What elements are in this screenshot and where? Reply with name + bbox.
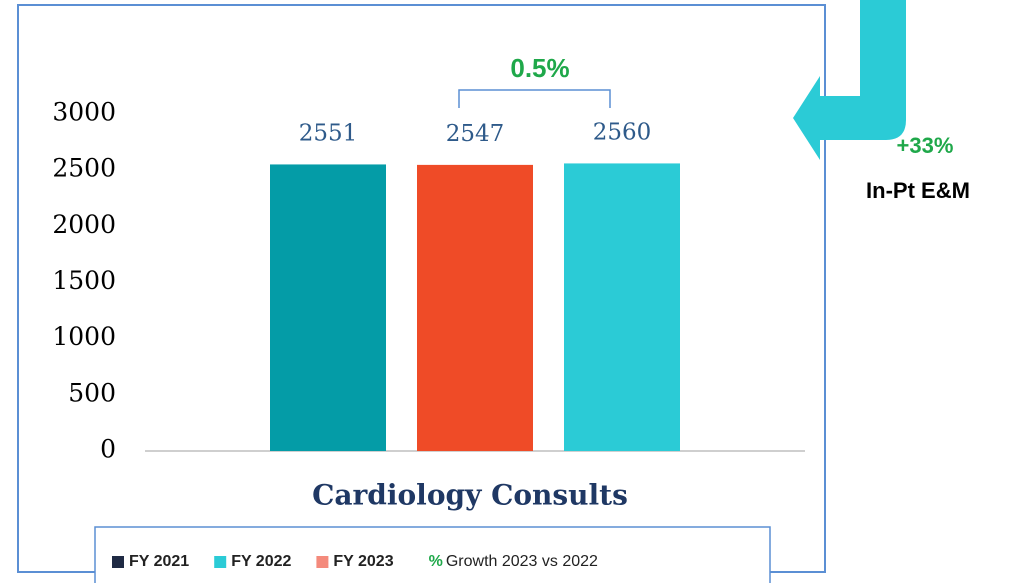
y-tick-label: 2000 (52, 210, 116, 239)
y-tick-label: 1500 (52, 266, 116, 295)
side-label: In-Pt E&M (866, 178, 970, 203)
y-tick-label: 3000 (52, 98, 116, 127)
y-tick-label: 2500 (52, 154, 116, 183)
legend-swatch (112, 556, 124, 568)
legend-box (94, 526, 771, 583)
y-tick-label: 500 (68, 378, 116, 407)
value-label: 2551 (299, 120, 358, 146)
value-label: 2560 (593, 119, 652, 145)
side-growth: +33% (897, 133, 954, 158)
legend-label: FY 2022 (231, 553, 291, 570)
legend-label: Growth 2023 vs 2022 (446, 553, 598, 570)
bar (417, 164, 533, 451)
legend-marker: % (429, 553, 443, 570)
bar (270, 164, 386, 451)
growth-label: 0.5% (510, 53, 569, 83)
legend: FY 2021 FY 2022 FY 2023% Growth 2023 vs 202… (112, 553, 598, 570)
x-tick-label: Cardiology Consults (312, 479, 628, 512)
legend-swatch (214, 556, 227, 568)
y-tick-label: 0 (100, 435, 116, 464)
legend-label: FY 2023 (333, 553, 393, 570)
arrow (793, 0, 906, 160)
value-label: 2547 (446, 121, 505, 147)
legend-label: FY 2021 (129, 553, 189, 570)
growth-bracket (458, 89, 611, 108)
bar (564, 163, 680, 451)
y-tick-label: 1000 (52, 322, 116, 351)
legend-swatch (316, 556, 329, 568)
